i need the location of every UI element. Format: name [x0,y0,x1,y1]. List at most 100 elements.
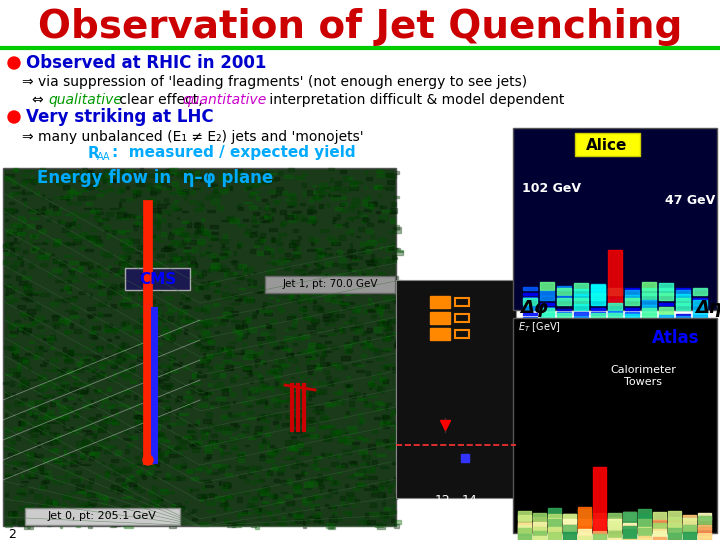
Bar [149,187,156,188]
Bar [343,366,347,369]
Bar [378,492,385,497]
Bar [122,255,131,257]
Bar [268,387,274,388]
Bar [5,242,9,246]
Bar [383,379,389,383]
Bar [267,336,275,339]
Bar [173,257,181,260]
Bar [181,458,184,460]
Bar [24,293,32,294]
Bar [68,462,71,464]
Text: clear effect,: clear effect, [115,93,207,107]
Bar [82,440,88,444]
Bar [47,524,51,526]
Bar [199,227,203,230]
Bar [315,468,320,470]
Bar [60,220,64,224]
Bar [85,361,94,363]
Bar [349,186,358,190]
Bar [157,415,161,418]
Bar [14,462,17,466]
Bar [199,500,203,501]
Bar [303,278,307,281]
Bar [204,393,207,394]
Bar [55,299,63,301]
Bar [279,384,284,388]
Bar [38,427,44,428]
Bar [81,489,84,493]
Bar [341,283,346,284]
Bar [207,181,214,186]
Bar [122,374,130,376]
Bar [269,451,277,456]
Bar [77,491,85,493]
Bar [187,222,191,227]
Bar [9,253,14,256]
Bar [248,185,253,188]
Bar [112,523,120,526]
Bar [39,249,44,254]
Bar [385,446,389,447]
Bar [215,496,223,500]
Bar [12,519,15,523]
Bar [69,243,74,245]
Bar [110,268,119,273]
Bar [128,292,134,295]
Bar [127,496,132,498]
Bar [140,474,144,477]
Bar [40,254,48,260]
Bar [346,292,349,295]
Bar [379,481,387,486]
Bar [122,172,130,173]
Bar [219,177,227,181]
Bar [176,187,181,192]
Bar [347,376,350,378]
Bar [523,297,537,300]
Bar [58,220,61,225]
Bar [394,196,399,198]
Bar [53,437,58,441]
Bar [39,384,45,386]
Bar [377,442,384,446]
Bar [266,511,271,514]
Bar [67,201,73,204]
Bar [82,439,91,443]
Bar [105,284,109,286]
Bar [19,484,27,486]
Bar [175,397,177,402]
Bar [264,216,271,218]
Bar [134,484,137,489]
Bar [119,270,125,272]
Bar [265,433,269,436]
Bar [35,454,43,457]
Bar [377,387,382,390]
Bar [148,241,151,242]
Bar [253,280,256,285]
Bar [71,454,76,457]
Bar [391,409,397,414]
Bar [332,263,338,266]
Bar [200,430,204,433]
Bar [85,249,93,251]
Bar [179,362,182,366]
Bar [518,523,531,529]
Bar [257,508,264,513]
Bar [372,512,379,516]
Bar [330,400,337,401]
Bar [540,314,554,320]
Bar [156,367,158,368]
Bar [60,410,68,413]
Bar [698,533,711,538]
Bar [177,207,180,210]
Bar [395,408,400,412]
Bar [52,400,59,405]
Bar [390,435,397,439]
Bar [294,359,297,363]
Bar [211,263,220,268]
Bar [310,299,317,301]
Bar [167,170,169,171]
Bar [45,239,48,242]
Bar [119,372,123,375]
Bar [307,427,314,431]
Bar [60,289,63,291]
